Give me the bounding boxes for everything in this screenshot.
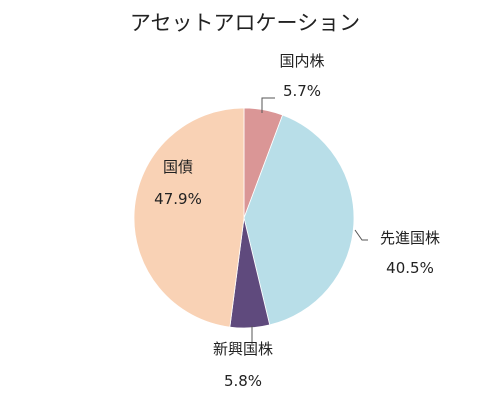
slice-label-4: 国債 xyxy=(163,158,193,176)
slice-value-3: 5.8% xyxy=(224,372,262,390)
slice-label-3: 新興国株 xyxy=(213,340,273,358)
slice-value-2: 40.5% xyxy=(386,259,434,277)
leader-line-1 xyxy=(261,97,275,113)
pie-slices xyxy=(133,107,355,329)
pie-slice-4 xyxy=(133,107,245,328)
chart-title: アセットアロケーション xyxy=(130,11,360,35)
leader-line-2 xyxy=(354,229,368,241)
slice-label-2: 先進国株 xyxy=(380,229,440,247)
slice-labels: 国内株 5.7% 先進国株 40.5% 新興国株 5.8% 国債 47.9% xyxy=(154,52,440,390)
slice-value-4: 47.9% xyxy=(154,190,202,208)
slice-value-1: 5.7% xyxy=(283,82,321,100)
leader-lines xyxy=(251,97,368,344)
pie-slice-2 xyxy=(243,114,355,326)
slice-label-1: 国内株 xyxy=(279,52,324,70)
